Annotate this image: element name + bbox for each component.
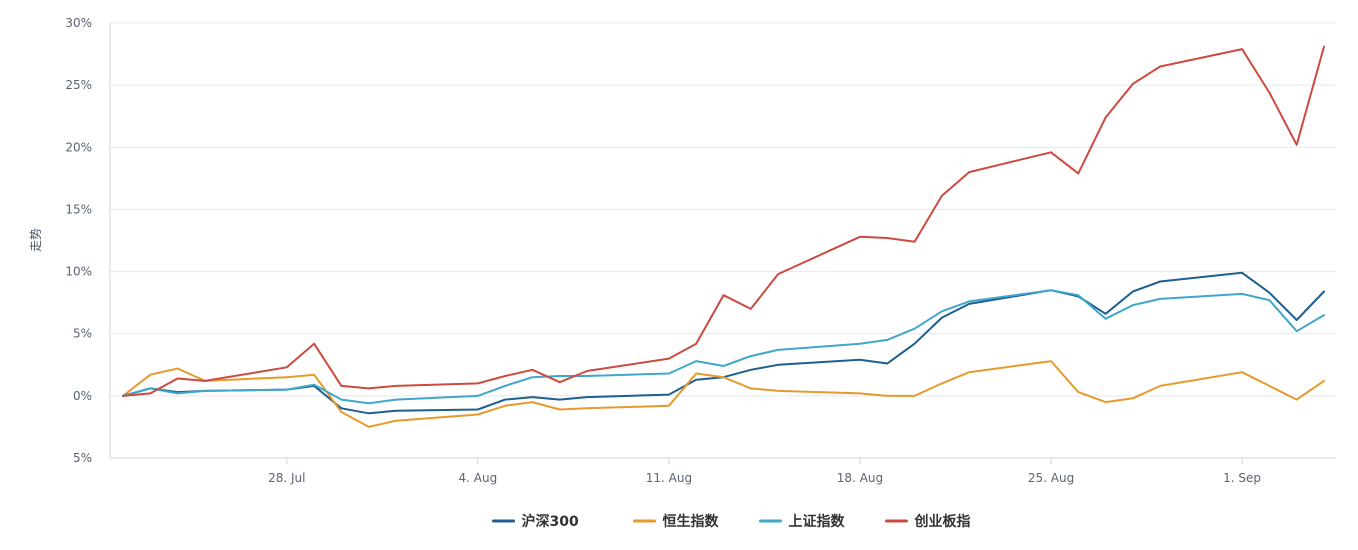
y-tick-label: 25%: [65, 78, 92, 92]
y-tick-label: 15%: [65, 202, 92, 216]
legend: 沪深300 恒生指数 上证指数 创业板指: [492, 513, 971, 530]
legend-item-0[interactable]: 沪深300: [492, 513, 579, 530]
x-tick-label: 18. Aug: [837, 471, 883, 485]
x-tick-label: 25. Aug: [1028, 471, 1074, 485]
series-line-1: [122, 360, 1325, 428]
series-lines: [122, 45, 1325, 428]
series-line-0: [122, 271, 1325, 415]
x-tick-label: 4. Aug: [458, 471, 497, 485]
y-tick-label: 30%: [65, 16, 92, 30]
series-line-3: [122, 45, 1325, 397]
y-axis-label: 走势: [29, 228, 43, 252]
y-tick-label: 5%: [73, 327, 92, 341]
legend-item-2[interactable]: 上证指数: [759, 513, 846, 530]
x-tick-label: 1. Sep: [1223, 471, 1261, 485]
x-tick-label: 11. Aug: [646, 471, 692, 485]
series-line-2: [122, 289, 1325, 405]
y-tick-label: 10%: [65, 265, 92, 279]
y-tick-label: 5%: [73, 451, 92, 465]
legend-label: 创业板指: [914, 513, 971, 530]
legend-item-3[interactable]: 创业板指: [885, 513, 971, 530]
y-axis: 30% 25% 20% 15% 10% 5% 0% 5%: [65, 16, 111, 465]
legend-label: 上证指数: [789, 513, 846, 530]
legend-item-1[interactable]: 恒生指数: [633, 513, 720, 530]
y-tick-label: 0%: [73, 389, 92, 403]
legend-label: 恒生指数: [663, 513, 720, 530]
y-tick-label: 20%: [65, 140, 92, 154]
legend-label: 沪深300: [522, 513, 579, 530]
x-axis: 28. Jul 4. Aug 11. Aug 18. Aug 25. Aug 1. Sep: [110, 457, 1336, 485]
grid: [110, 22, 1336, 459]
x-tick-label: 28. Jul: [268, 471, 305, 485]
